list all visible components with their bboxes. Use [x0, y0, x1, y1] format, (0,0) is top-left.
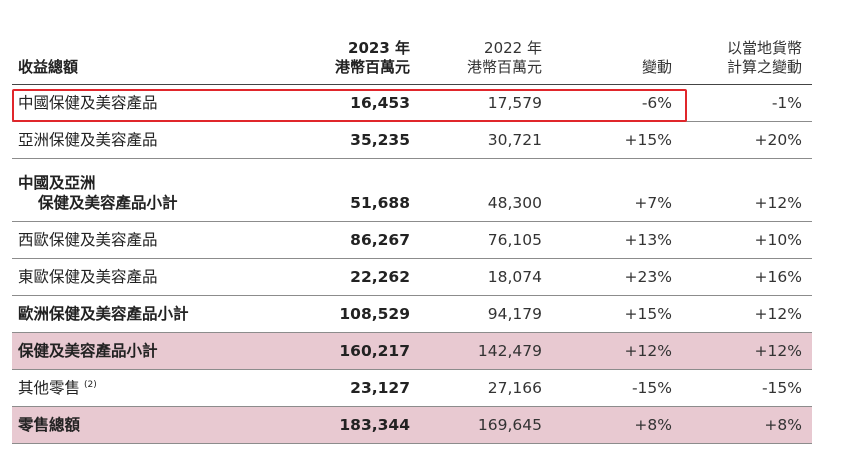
value-2023: 35,235	[350, 131, 410, 149]
table-row-subtotal: 中國及亞洲 保健及美容產品小計 51,688 48,300 +7% +12%	[12, 159, 812, 222]
value-2023: 51,688	[350, 194, 410, 212]
row-label: 零售總額	[18, 416, 81, 434]
revenue-table: 收益總額 2023 年 港幣百萬元 2022 年 港幣百萬元 變動 以當地貨幣 …	[12, 32, 812, 444]
highlight-box	[12, 89, 687, 122]
row-label: 其他零售 (2)	[18, 375, 97, 398]
value-change: +8%	[634, 416, 672, 434]
header-local-line2: 計算之變動	[726, 58, 802, 76]
value-local-change: +12%	[754, 194, 802, 212]
value-2022: 169,645	[477, 416, 542, 434]
value-2022: 48,300	[487, 194, 542, 212]
value-local-change: +8%	[764, 416, 802, 434]
value-change: -15%	[631, 379, 672, 397]
table-row: 東歐保健及美容產品 22,262 18,074 +23% +16%	[12, 259, 812, 296]
row-label-line2: 保健及美容產品小計	[38, 194, 178, 212]
value-local-change: +10%	[754, 231, 802, 249]
value-change: +12%	[624, 342, 672, 360]
table-row-subtotal: 歐洲保健及美容產品小計 108,529 94,179 +15% +12%	[12, 296, 812, 333]
footnote-marker: (2)	[84, 379, 97, 390]
value-local-change: +20%	[754, 131, 802, 149]
value-local-change: +16%	[754, 268, 802, 286]
row-label-text: 其他零售	[18, 379, 81, 397]
header-revenue-label: 收益總額	[18, 58, 79, 76]
value-change: +13%	[624, 231, 672, 249]
value-local-change: -15%	[761, 379, 802, 397]
header-2022: 2022 年 港幣百萬元	[467, 39, 542, 77]
value-change: +15%	[624, 131, 672, 149]
value-local-change: +12%	[754, 305, 802, 323]
value-change: +23%	[624, 268, 672, 286]
value-change: +15%	[624, 305, 672, 323]
value-2022: 94,179	[487, 305, 542, 323]
row-label: 亞洲保健及美容產品	[18, 131, 158, 149]
value-2022: 18,074	[487, 268, 542, 286]
header-change: 變動	[642, 58, 672, 77]
header-2022-year: 2022 年	[484, 39, 542, 57]
header-change-label: 變動	[641, 58, 672, 76]
value-2022: 142,479	[477, 342, 542, 360]
table-row: 其他零售 (2) 23,127 27,166 -15% -15%	[12, 370, 812, 407]
table-header: 收益總額 2023 年 港幣百萬元 2022 年 港幣百萬元 變動 以當地貨幣 …	[12, 32, 812, 85]
header-2023: 2023 年 港幣百萬元	[335, 39, 410, 77]
value-2023: 86,267	[350, 231, 410, 249]
value-2022: 30,721	[487, 131, 542, 149]
value-2023: 22,262	[350, 268, 410, 286]
row-label: 中國保健及美容產品	[18, 94, 158, 112]
table-row: 西歐保健及美容產品 86,267 76,105 +13% +10%	[12, 222, 812, 259]
header-2023-unit: 港幣百萬元	[334, 58, 410, 76]
table-row-subtotal: 保健及美容產品小計 160,217 142,479 +12% +12%	[12, 333, 812, 370]
value-change: +7%	[634, 194, 672, 212]
table-row-total: 零售總額 183,344 169,645 +8% +8%	[12, 407, 812, 444]
header-2023-year: 2023 年	[348, 39, 410, 57]
value-change: -6%	[641, 94, 672, 112]
header-local-line1: 以當地貨幣	[726, 39, 802, 57]
value-2022: 27,166	[487, 379, 542, 397]
value-2023: 160,217	[339, 342, 410, 360]
row-label: 中國及亞洲 保健及美容產品小計	[18, 173, 178, 213]
row-label: 東歐保健及美容產品	[18, 268, 158, 286]
value-2022: 17,579	[487, 94, 542, 112]
row-label-line1: 中國及亞洲	[18, 174, 96, 192]
value-2022: 76,105	[487, 231, 542, 249]
header-local-change: 以當地貨幣 計算之變動	[727, 39, 802, 77]
table-row: 亞洲保健及美容產品 35,235 30,721 +15% +20%	[12, 122, 812, 159]
value-2023: 183,344	[339, 416, 410, 434]
value-2023: 23,127	[350, 379, 410, 397]
value-2023: 16,453	[350, 94, 410, 112]
header-2022-unit: 港幣百萬元	[466, 58, 542, 76]
row-label: 歐洲保健及美容產品小計	[18, 305, 189, 323]
value-local-change: -1%	[771, 94, 802, 112]
value-local-change: +12%	[754, 342, 802, 360]
row-label: 西歐保健及美容產品	[18, 231, 158, 249]
row-label: 保健及美容產品小計	[18, 342, 158, 360]
value-2023: 108,529	[339, 305, 410, 323]
